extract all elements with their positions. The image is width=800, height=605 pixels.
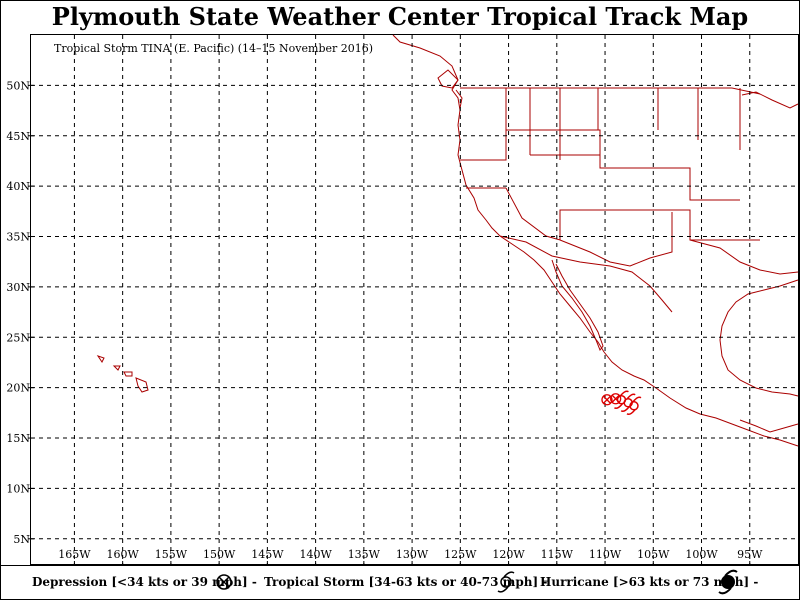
lat-tick-label: 25N [6, 331, 30, 344]
lat-lon-grid [28, 35, 798, 565]
legend-depression-label: Depression [<34 kts or 39 mph] - [32, 575, 257, 589]
lon-tick-label: 105W [637, 548, 670, 561]
coastlines-and-borders [96, 34, 799, 447]
lat-tick-label: 5N [13, 533, 30, 546]
circle-x-icon [216, 574, 232, 590]
track-point-depression [601, 394, 613, 406]
hawaii-islands [96, 355, 149, 393]
lon-tick-label: 115W [541, 548, 574, 561]
latitude-labels: 5N 10N 15N 20N 25N 30N 35N 40N 45N 50N [6, 79, 30, 545]
track-point-tropical-storm [626, 396, 642, 416]
lat-tick-label: 30N [6, 281, 30, 294]
lat-tick-label: 40N [6, 180, 30, 193]
gulf-coast [719, 279, 799, 397]
lon-tick-label: 135W [348, 548, 381, 561]
lon-tick-label: 165W [58, 548, 91, 561]
central-america [739, 419, 799, 433]
lon-tick-label: 120W [492, 548, 525, 561]
lon-tick-label: 100W [685, 548, 718, 561]
lat-tick-label: 20N [6, 382, 30, 395]
legend: Depression [<34 kts or 39 mph] - Tropica… [32, 569, 758, 595]
canada-border [460, 87, 761, 95]
page-title: Plymouth State Weather Center Tropical T… [52, 2, 748, 31]
hurricane-icon [718, 569, 738, 595]
lon-tick-label: 110W [589, 548, 622, 561]
lat-tick-label: 50N [6, 79, 30, 92]
baja-peninsula [551, 259, 604, 352]
lon-tick-label: 95W [737, 548, 763, 561]
tropical-storm-icon [497, 571, 515, 593]
plot-area-border [30, 34, 799, 565]
lon-tick-label: 155W [155, 548, 188, 561]
longitude-labels: 165W 160W 155W 150W 145W 140W 135W 130W 125W 120W… [58, 548, 763, 561]
lon-tick-label: 160W [106, 548, 139, 561]
lon-tick-label: 140W [299, 548, 332, 561]
legend-storm-label: Tropical Storm [34-63 kts or 40-73 mph] … [264, 575, 547, 589]
state-lines-north [505, 88, 741, 160]
lat-tick-label: 35N [6, 231, 30, 244]
state-lines-mid [460, 129, 760, 241]
lat-tick-label: 10N [6, 482, 30, 495]
vancouver-island [437, 69, 459, 89]
lat-tick-label: 15N [6, 432, 30, 445]
storm-track [601, 390, 642, 416]
us-mexico-border [499, 235, 673, 313]
lat-tick-label: 45N [6, 130, 30, 143]
state-lines-south [505, 187, 799, 275]
lon-tick-label: 150W [203, 548, 236, 561]
puget-sound [455, 89, 463, 109]
coastline-west [392, 34, 605, 353]
lon-tick-label: 125W [444, 548, 477, 561]
storm-subtitle: Tropical Storm TINA (E. Pacific) (14–15 … [54, 42, 373, 55]
great-lakes [741, 91, 799, 109]
lon-tick-label: 145W [251, 548, 284, 561]
lon-tick-label: 130W [396, 548, 429, 561]
mexico-pacific-coast [603, 351, 799, 447]
legend-hurricane-label: Hurricane [>63 kts or 73 mph] - [540, 575, 758, 589]
